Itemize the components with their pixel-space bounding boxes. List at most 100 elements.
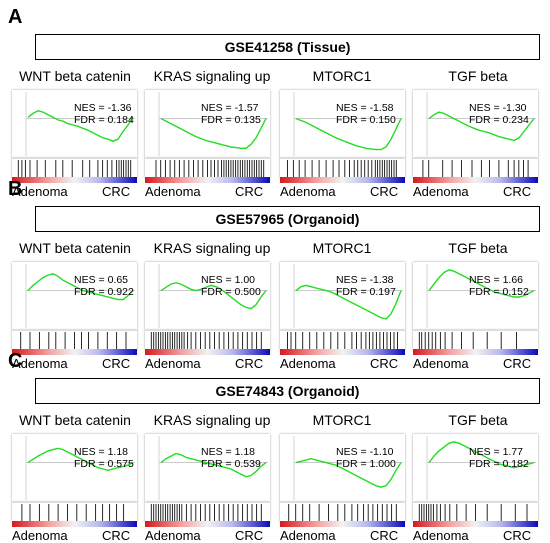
enrichment-curve <box>160 282 267 310</box>
label-adenoma: Adenoma <box>280 356 336 371</box>
fdr-value: 0.539 <box>234 458 261 470</box>
nes-line: NES = -1.57 <box>201 102 261 114</box>
stats-block: NES = -1.58 FDR = 0.150 <box>336 102 396 126</box>
fdr-line: FDR = 0.184 <box>74 114 134 126</box>
gene-set-title: KRAS signaling up <box>153 240 271 256</box>
stats-block: NES = -1.30 FDR = 0.234 <box>469 102 529 126</box>
fdr-value: 0.150 <box>369 114 396 126</box>
enrichment-svg <box>293 92 403 156</box>
label-adenoma: Adenoma <box>12 356 68 371</box>
enrichment-svg <box>426 264 536 328</box>
stats-block: NES = 1.18 FDR = 0.539 <box>201 446 261 470</box>
nes-value: 1.66 <box>502 274 523 286</box>
fdr-label: FDR = <box>336 114 370 126</box>
fdr-line: FDR = 0.922 <box>74 286 134 298</box>
label-adenoma: Adenoma <box>413 528 469 543</box>
stats-block: NES = 1.18 FDR = 0.575 <box>74 446 134 470</box>
gene-set-title: KRAS signaling up <box>153 412 271 428</box>
gene-hit-bar <box>413 330 538 350</box>
label-adenoma: Adenoma <box>145 184 201 199</box>
fdr-line: FDR = 0.182 <box>469 458 529 470</box>
fdr-label: FDR = <box>201 458 235 470</box>
gene-set-title: TGF beta <box>448 240 508 256</box>
fdr-value: 1.000 <box>369 458 396 470</box>
enrichment-curve <box>428 441 535 469</box>
nes-label: NES = <box>469 274 503 286</box>
nes-value: -1.10 <box>369 446 394 458</box>
nes-label: NES = <box>201 102 235 114</box>
label-crc: CRC <box>102 356 131 371</box>
panel-letter: B <box>8 178 23 200</box>
nes-value: 1.18 <box>234 446 255 458</box>
ranking-gradient <box>145 349 270 355</box>
ranking-gradient <box>280 177 405 183</box>
label-crc: CRC <box>503 356 532 371</box>
fdr-value: 0.197 <box>369 286 396 298</box>
stats-block: NES = -1.10 FDR = 1.000 <box>336 446 396 470</box>
label-crc: CRC <box>235 528 264 543</box>
enrichment-plot <box>280 262 405 330</box>
nes-label: NES = <box>74 446 108 458</box>
label-crc: CRC <box>370 184 399 199</box>
fdr-line: FDR = 0.152 <box>469 286 529 298</box>
label-crc: CRC <box>503 528 532 543</box>
label-adenoma: Adenoma <box>280 184 336 199</box>
fdr-value: 0.500 <box>234 286 261 298</box>
fdr-label: FDR = <box>74 458 108 470</box>
gene-set-title: WNT beta catenin <box>19 240 131 256</box>
label-adenoma: Adenoma <box>280 528 336 543</box>
nes-label: NES = <box>74 102 108 114</box>
nes-label: NES = <box>336 102 370 114</box>
nes-value: 1.00 <box>234 274 255 286</box>
enrichment-svg <box>426 436 536 500</box>
gene-set-title: WNT beta catenin <box>19 68 131 84</box>
label-adenoma: Adenoma <box>12 528 68 543</box>
stats-block: NES = -1.38 FDR = 0.197 <box>336 274 396 298</box>
enrichment-curve <box>160 452 267 478</box>
gene-hit-bar <box>145 158 270 178</box>
enrichment-curve <box>295 117 402 151</box>
nes-line: NES = -1.36 <box>74 102 134 114</box>
fdr-value: 0.135 <box>234 114 261 126</box>
nes-label: NES = <box>336 274 370 286</box>
enrichment-plot <box>12 90 137 158</box>
nes-label: NES = <box>469 446 503 458</box>
ranking-gradient <box>12 349 137 355</box>
label-crc: CRC <box>370 356 399 371</box>
nes-value: 1.18 <box>107 446 128 458</box>
fdr-label: FDR = <box>469 286 503 298</box>
nes-label: NES = <box>74 274 108 286</box>
enrichment-curve <box>27 110 134 142</box>
gene-set-title: KRAS signaling up <box>153 68 271 84</box>
nes-label: NES = <box>201 274 235 286</box>
ranking-gradient <box>145 177 270 183</box>
gene-set-title: MTORC1 <box>312 68 372 84</box>
label-crc: CRC <box>370 528 399 543</box>
ranking-gradient <box>12 177 137 183</box>
gene-hit-bar <box>280 502 405 522</box>
label-crc: CRC <box>235 184 264 199</box>
enrichment-curve <box>27 447 134 472</box>
fdr-line: FDR = 1.000 <box>336 458 396 470</box>
gene-set-title: TGF beta <box>448 68 508 84</box>
enrichment-curve <box>160 117 267 149</box>
enrichment-svg <box>158 92 268 156</box>
nes-value: -1.57 <box>234 102 259 114</box>
gene-hit-bar <box>413 158 538 178</box>
ranking-gradient <box>413 349 538 355</box>
enrichment-svg <box>293 264 403 328</box>
enrichment-svg <box>158 264 268 328</box>
nes-line: NES = -1.10 <box>336 446 396 458</box>
nes-line: NES = 1.77 <box>469 446 529 458</box>
dataset-title: GSE57965 (Organoid) <box>35 206 540 232</box>
nes-value: 1.77 <box>502 446 523 458</box>
label-adenoma: Adenoma <box>145 356 201 371</box>
enrichment-plot <box>145 434 270 502</box>
ranking-gradient <box>413 177 538 183</box>
nes-value: -1.58 <box>369 102 394 114</box>
ranking-gradient <box>280 521 405 527</box>
nes-line: NES = 1.00 <box>201 274 261 286</box>
enrichment-plot <box>145 90 270 158</box>
enrichment-curve <box>27 273 134 301</box>
enrichment-plot <box>12 434 137 502</box>
